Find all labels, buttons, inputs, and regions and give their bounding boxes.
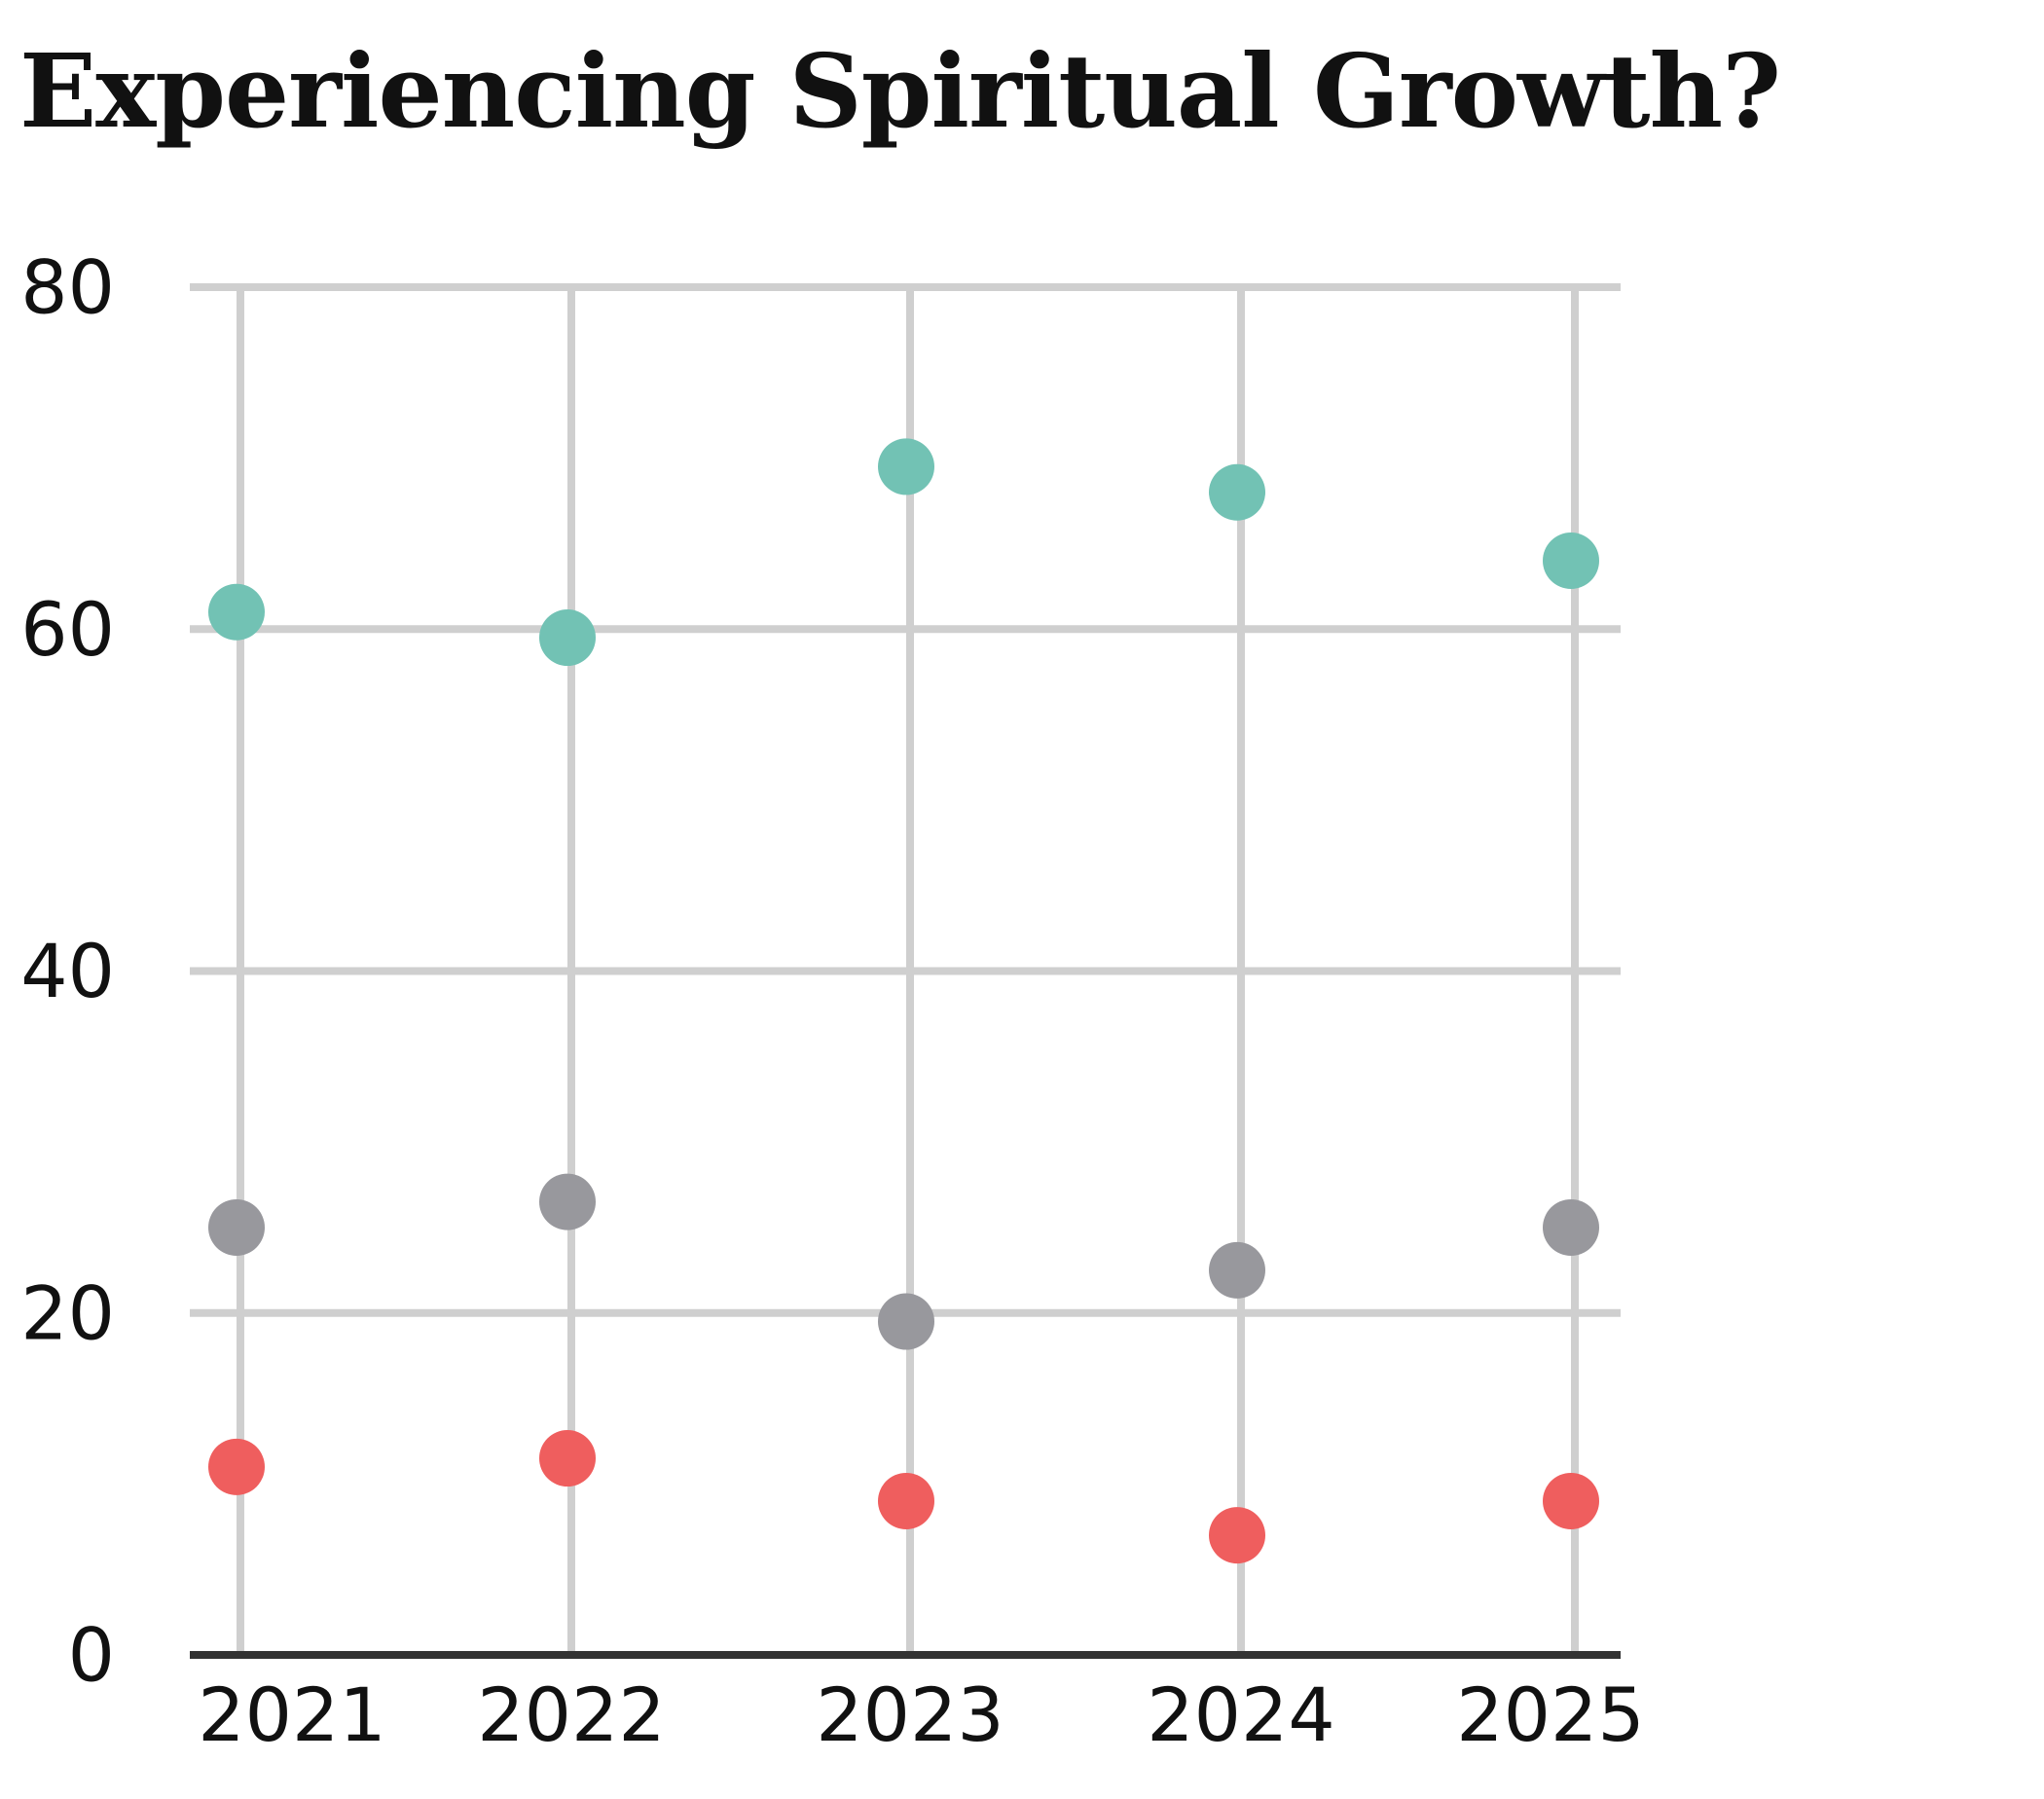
x-axis-tick-labels: 2021 2022 2023 2024 2025 (198, 1671, 1644, 1758)
data-point-series2-2025 (1543, 1198, 1599, 1256)
data-point-series2-2023 (878, 1293, 934, 1350)
data-point-series3-2025 (1543, 1472, 1599, 1529)
y-tick-label-60: 60 (20, 586, 115, 673)
data-point-series3-2022 (539, 1430, 596, 1487)
data-points (208, 438, 1599, 1564)
y-axis-tick-labels: 0 20 40 60 80 (20, 244, 115, 1699)
y-tick-label-80: 80 (20, 244, 115, 331)
x-tick-label-2022: 2022 (477, 1671, 665, 1758)
data-point-series1-2021 (208, 583, 265, 641)
y-tick-label-0: 0 (68, 1612, 115, 1699)
data-point-series1-2025 (1543, 532, 1599, 589)
x-tick-label-2021: 2021 (198, 1671, 385, 1758)
x-tick-label-2023: 2023 (816, 1671, 1004, 1758)
y-tick-label-20: 20 (20, 1269, 115, 1356)
data-point-series2-2024 (1209, 1241, 1265, 1299)
data-point-series3-2023 (878, 1472, 934, 1529)
data-point-series2-2022 (539, 1173, 596, 1230)
chart-title: Experiencing Spiritual Growth? (19, 31, 1781, 151)
data-point-series3-2021 (208, 1438, 265, 1495)
x-tick-label-2024: 2024 (1147, 1671, 1334, 1758)
y-tick-label-40: 40 (20, 928, 115, 1014)
data-point-series2-2021 (208, 1198, 265, 1256)
x-tick-label-2025: 2025 (1456, 1671, 1644, 1758)
data-point-series1-2022 (539, 609, 596, 667)
data-point-series1-2024 (1209, 463, 1265, 521)
data-point-series1-2023 (878, 438, 934, 496)
data-point-series3-2024 (1209, 1507, 1265, 1564)
